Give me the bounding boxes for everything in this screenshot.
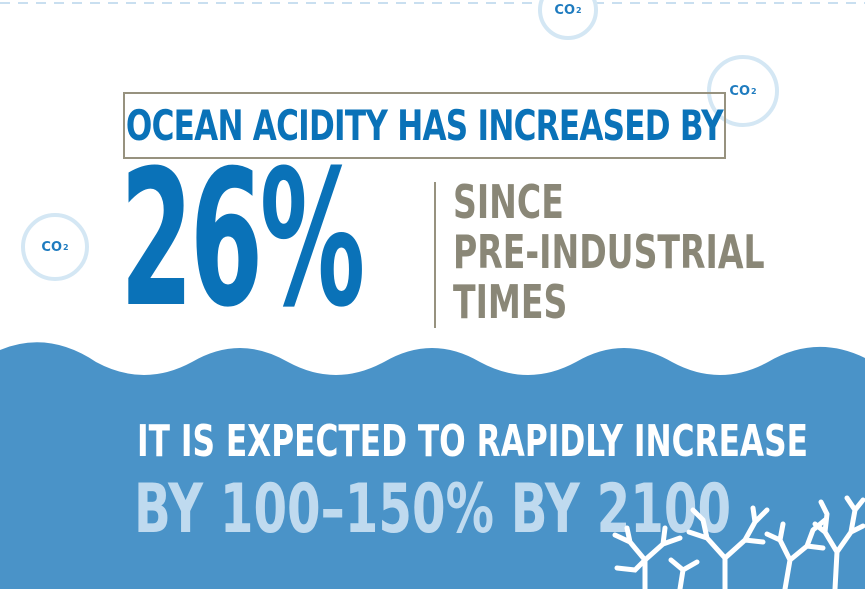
- co2-bubble-icon: CO 2: [538, 0, 598, 40]
- co2-bubble-sub: 2: [63, 242, 69, 252]
- projection-line-2-text: BY 100–150% BY 2100: [133, 470, 732, 549]
- since-line: SINCE: [453, 175, 564, 229]
- headline: OCEAN ACIDITY HAS INCREASED BY: [125, 101, 724, 150]
- headline-box: OCEAN ACIDITY HAS INCREASED BY: [123, 92, 726, 159]
- co2-bubble-sub: 2: [576, 5, 582, 15]
- projection-line-2: BY 100–150% BY 2100: [0, 470, 865, 549]
- since-text-block: SINCE PRE-INDUSTRIAL TIMES: [453, 175, 765, 329]
- co2-bubble-label: CO: [554, 2, 575, 18]
- co2-bubble-sub: 2: [751, 86, 757, 96]
- projection-line-1: IT IS EXPECTED TO RAPIDLY INCREASE: [0, 416, 865, 467]
- co2-bubble-icon: CO 2: [21, 213, 89, 281]
- dashed-top-border: [0, 2, 865, 4]
- since-line: PRE-INDUSTRIAL: [453, 225, 765, 279]
- big-percentage: 26%: [120, 130, 365, 349]
- co2-bubble-label: CO: [729, 83, 750, 99]
- co2-bubble-icon: CO 2: [707, 55, 779, 127]
- coral-icon: [612, 495, 865, 589]
- vertical-divider: [434, 182, 436, 328]
- co2-bubble-label: CO: [41, 239, 62, 255]
- since-line: TIMES: [453, 275, 568, 329]
- projection-line-1-text: IT IS EXPECTED TO RAPIDLY INCREASE: [137, 416, 808, 467]
- ocean-wave: [0, 342, 865, 589]
